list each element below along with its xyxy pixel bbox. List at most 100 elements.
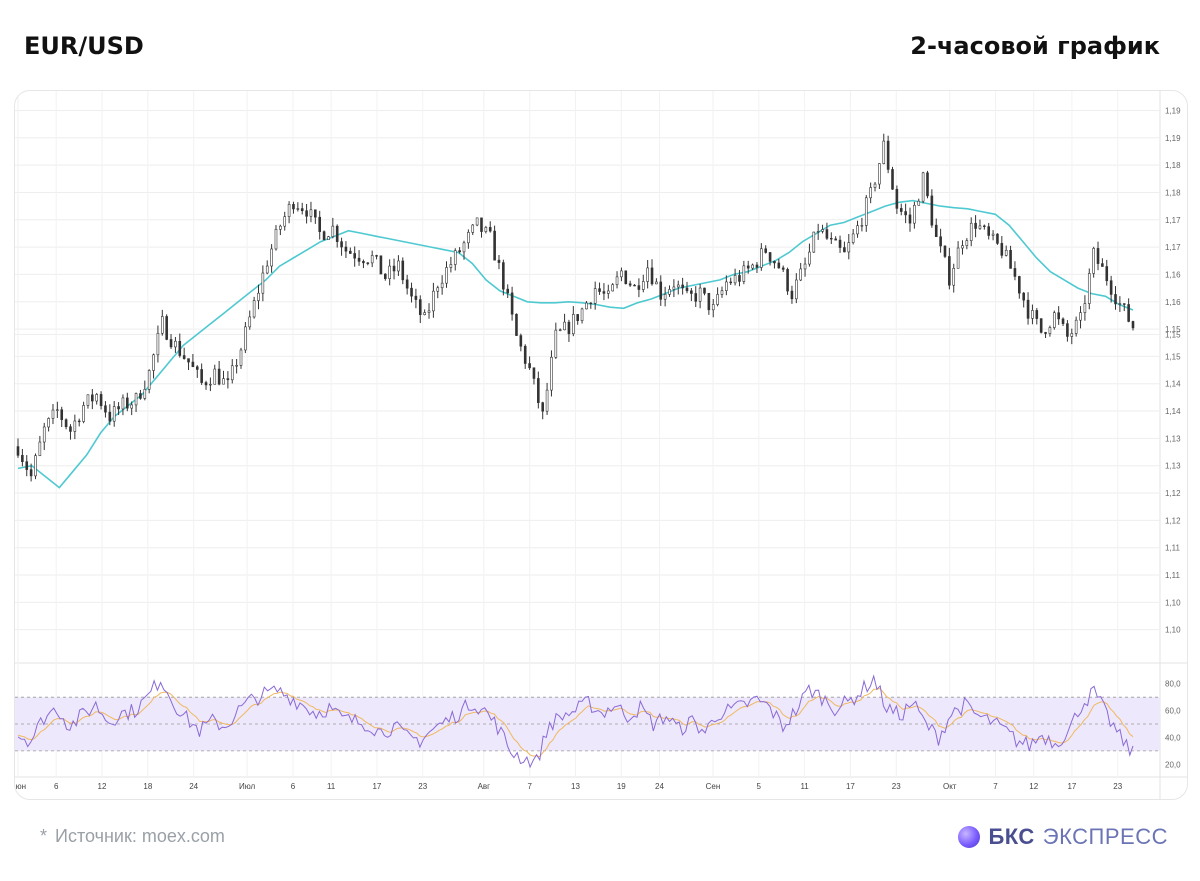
candle-body	[987, 226, 991, 236]
candle-body	[453, 250, 457, 265]
candle-body	[1070, 333, 1074, 337]
candle-body	[56, 409, 59, 411]
candle-body	[292, 204, 295, 210]
time-tick-label: Июл	[239, 782, 256, 791]
price-tick-label: 1,11	[1165, 544, 1181, 553]
candle-body	[515, 313, 518, 336]
candle-body	[182, 355, 186, 359]
candle-body	[956, 247, 960, 269]
candle-body	[397, 260, 400, 272]
candle-body	[545, 389, 549, 412]
candle-body	[532, 367, 536, 379]
time-tick-label: 12	[98, 782, 107, 791]
moving-average	[17, 199, 1134, 489]
candle-body	[550, 356, 553, 391]
candle-body	[222, 378, 225, 385]
candle-body	[379, 255, 383, 275]
candle-body	[1009, 249, 1012, 269]
candle-body	[1004, 249, 1008, 256]
candle-body	[60, 409, 64, 420]
candle-body	[327, 236, 330, 241]
candle-body	[117, 406, 120, 410]
candle-body	[602, 291, 606, 294]
candle-body	[1118, 303, 1122, 305]
candle-body	[130, 404, 133, 409]
candle-body	[1031, 310, 1034, 319]
candle-body	[974, 222, 977, 229]
price-tick-label: 1,16	[1165, 270, 1181, 279]
candle-body	[91, 394, 94, 402]
candle-body	[287, 204, 291, 217]
time-tick-label: Авг	[478, 782, 491, 791]
candle-body	[34, 455, 37, 477]
time-tick-label: 6	[54, 782, 59, 791]
candle-body	[432, 290, 435, 312]
candle-body	[637, 285, 641, 290]
candle-body	[383, 273, 387, 279]
price-tick-label: 1,14	[1165, 380, 1181, 389]
candle-body	[1000, 243, 1004, 256]
candle-body	[1131, 321, 1135, 329]
candle-body	[808, 251, 811, 265]
rsi-signal-line	[17, 687, 1134, 758]
candle-body	[265, 265, 269, 274]
candle-body	[641, 281, 645, 290]
candle-body	[51, 409, 55, 419]
candle-body	[1092, 248, 1095, 274]
candle-body	[475, 217, 479, 226]
candle-body	[296, 208, 300, 210]
candle-body	[165, 316, 168, 340]
rsi-tick-label: 60,0	[1165, 707, 1181, 716]
candle-body	[685, 287, 689, 292]
candle-body	[47, 418, 50, 428]
candle-body	[274, 228, 278, 250]
candle-body	[939, 236, 942, 247]
time-tick-label: 7	[993, 782, 998, 791]
pair-title: EUR/USD	[24, 32, 144, 60]
candle-body	[257, 292, 260, 301]
price-tick-label: 1,11	[1165, 571, 1181, 580]
candle-body	[126, 397, 129, 409]
candle-body	[659, 281, 663, 300]
candle-body	[908, 214, 912, 224]
candle-body	[95, 394, 99, 402]
time-axis: Июн 6 12 18 24 Июл 6 11 17 23 Авг 7 13 19 24 Сен 5 11 17 23…	[15, 782, 1123, 791]
candle-body	[209, 383, 212, 386]
candle-body	[589, 302, 593, 305]
candle-body	[217, 368, 221, 385]
candle-body	[112, 406, 116, 422]
candle-body	[554, 329, 558, 358]
chart-canvas: 1,191,191,181,181,171,171,161,161,151,15…	[15, 91, 1187, 799]
candle-body	[16, 446, 20, 456]
candle-body	[21, 455, 24, 462]
candle-body	[733, 275, 737, 284]
candle-body	[423, 312, 426, 315]
candle-body	[427, 310, 431, 313]
candle-body	[309, 209, 313, 217]
candle-body	[213, 368, 217, 385]
candle-body	[611, 284, 614, 292]
candle-body	[948, 256, 951, 286]
brand-suffix: ЭКСПРЕСС	[1042, 824, 1168, 849]
candle-body	[335, 225, 339, 242]
candle-body	[1083, 303, 1087, 313]
time-tick-label: Июн	[15, 782, 26, 791]
candle-body	[405, 279, 409, 289]
candle-body	[283, 216, 287, 227]
candle-body	[331, 225, 335, 237]
candle-body	[178, 340, 182, 356]
candle-body	[488, 227, 492, 232]
candle-body	[1101, 263, 1104, 267]
candle-body	[449, 264, 453, 268]
candle-body	[414, 295, 418, 300]
candle-body	[462, 242, 466, 253]
candle-body	[606, 290, 610, 294]
candle-body	[917, 200, 921, 206]
candle-body	[768, 252, 772, 262]
candle-body	[847, 242, 851, 253]
candle-body	[930, 195, 934, 226]
candle-body	[314, 209, 317, 218]
price-tick-label: 1,18	[1165, 188, 1181, 197]
candle-body	[572, 314, 575, 335]
candle-body	[676, 284, 680, 288]
